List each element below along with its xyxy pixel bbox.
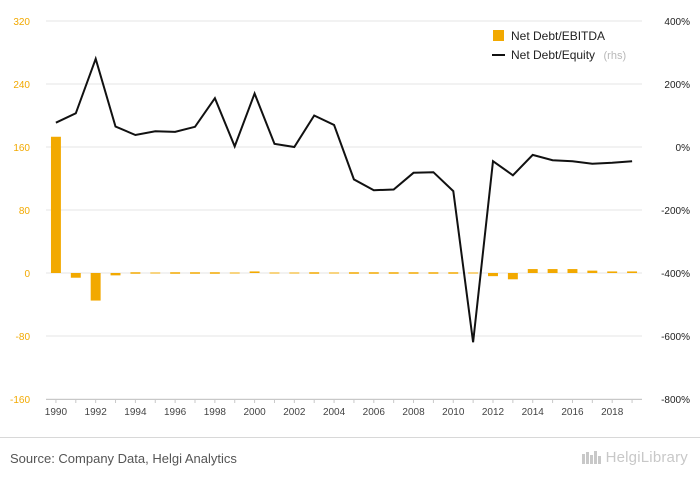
bar	[567, 269, 578, 273]
y-left-tick-label: -80	[16, 332, 31, 343]
bar	[329, 272, 340, 274]
bar	[309, 272, 320, 274]
brand-name: HelgiLibrary	[605, 449, 688, 466]
x-tick-label: 2018	[601, 407, 624, 418]
x-tick-label: 2004	[323, 407, 346, 418]
y-right-tick-label: -400%	[661, 269, 690, 280]
legend-label-net-debt-ebitda: Net Debt/EBITDA	[511, 29, 605, 43]
x-tick-label: 2002	[283, 407, 306, 418]
x-tick-label: 1990	[45, 407, 68, 418]
y-right-tick-label: 400%	[664, 17, 690, 28]
bar	[269, 272, 280, 274]
bar	[170, 272, 181, 274]
y-left-tick-label: 320	[13, 17, 30, 28]
bar	[408, 272, 419, 274]
bar	[249, 271, 260, 273]
x-tick-label: 2012	[482, 407, 505, 418]
bar	[229, 272, 240, 274]
y-left-tick-label: 80	[19, 206, 31, 217]
x-tick-label: 1992	[85, 407, 108, 418]
x-tick-label: 2016	[561, 407, 584, 418]
y-right-tick-label: -200%	[661, 206, 690, 217]
bar	[627, 271, 638, 273]
y-right-tick-label: 0%	[676, 143, 691, 154]
bar	[190, 272, 200, 274]
bar	[547, 269, 558, 273]
y-left-tick-label: 0	[24, 269, 30, 280]
library-icon	[581, 451, 601, 464]
bar	[428, 272, 439, 274]
bar	[90, 273, 101, 301]
legend-swatch-net-debt-ebitda	[493, 30, 504, 41]
bar	[448, 272, 459, 274]
source-note: Source: Company Data, Helgi Analytics	[10, 451, 237, 466]
bar	[368, 272, 379, 274]
x-tick-label: 2014	[522, 407, 545, 418]
bar	[130, 272, 141, 274]
line-series-net-debt-equity	[55, 55, 633, 343]
bar	[587, 270, 598, 273]
bar	[50, 136, 61, 273]
y-right-tick-label: 200%	[664, 80, 690, 91]
x-tick-label: 1996	[164, 407, 187, 418]
y-right-tick-label: -600%	[661, 332, 690, 343]
legend: Net Debt/EBITDA Net Debt/Equity (rhs)	[492, 29, 626, 63]
axes: 320 240 160 80 0 -80 -160 400% 200% 0% -200% -400% -…	[10, 17, 690, 418]
bar	[110, 273, 121, 276]
y-left-tick-label: 240	[13, 80, 30, 91]
gridlines	[46, 20, 642, 400]
chart: 320 240 160 80 0 -80 -160 400% 200% 0% -200% -400% -…	[10, 17, 690, 418]
legend-label-net-debt-equity: Net Debt/Equity (rhs)	[511, 46, 626, 63]
bar	[468, 272, 479, 274]
bar	[527, 269, 538, 273]
bar	[507, 273, 518, 280]
bar	[70, 273, 81, 278]
x-tick-label: 2010	[442, 407, 465, 418]
bar	[607, 271, 618, 273]
bar	[388, 272, 399, 274]
bar	[209, 272, 220, 274]
y-left-tick-label: 160	[13, 143, 30, 154]
y-left-tick-label: -160	[10, 395, 30, 406]
x-tick-label: 2000	[243, 407, 266, 418]
bar-series-net-debt-ebitda	[50, 136, 638, 301]
footer-divider	[0, 437, 700, 438]
bar	[488, 273, 498, 277]
brand-logo[interactable]: HelgiLibrary	[581, 449, 688, 466]
y-right-tick-label: -800%	[661, 395, 690, 406]
legend-label-rhs: (rhs)	[604, 50, 627, 62]
line-path	[55, 55, 633, 343]
x-tick-label: 2006	[363, 407, 386, 418]
x-tick-label: 1994	[124, 407, 147, 418]
x-tick-label: 2008	[402, 407, 425, 418]
legend-label-net-debt-equity-name: Net Debt/Equity	[511, 48, 595, 62]
bar	[289, 272, 300, 274]
bar	[348, 272, 359, 274]
bar	[150, 272, 161, 274]
x-tick-label: 1998	[204, 407, 227, 418]
